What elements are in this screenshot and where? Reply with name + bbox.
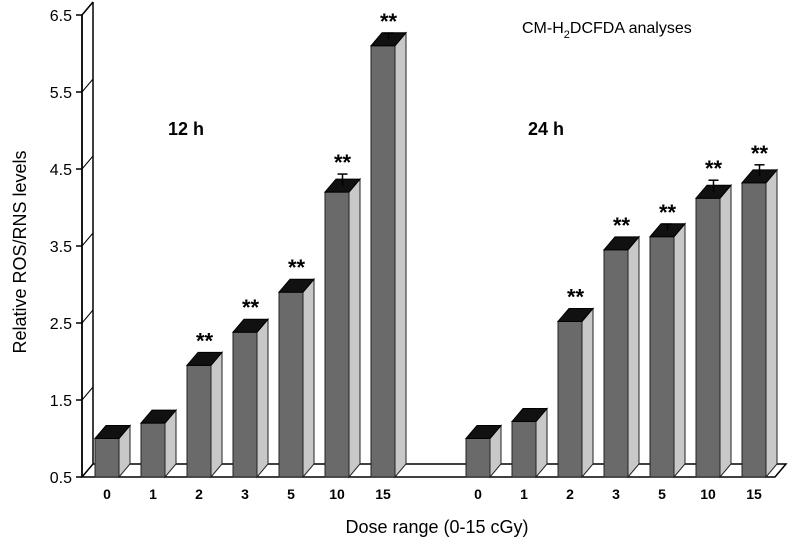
significance-marker: ** — [334, 150, 352, 175]
category-label: 1 — [149, 486, 157, 502]
bar-side — [765, 168, 778, 479]
significance-marker: ** — [288, 255, 306, 280]
bar — [232, 331, 258, 478]
bar — [465, 438, 491, 478]
category-label: 10 — [700, 486, 716, 502]
category-label: 0 — [474, 486, 482, 502]
y-tick-diagonal — [81, 1, 94, 16]
y-tick-label: 4.5 — [50, 162, 72, 179]
annotation-subscript: 2 — [564, 29, 570, 41]
category-label: 2 — [566, 486, 574, 502]
bar — [94, 438, 120, 478]
bar-top — [556, 307, 595, 322]
bar-side — [348, 177, 361, 479]
significance-marker: ** — [751, 141, 769, 166]
bar — [603, 249, 629, 478]
y-tick-diagonal — [81, 78, 94, 93]
y-tick-diagonal — [81, 155, 94, 170]
significance-marker: ** — [613, 213, 631, 238]
bars: 0 1 ** 2 ** 3 ** 5 ** 10 ** 15 0 1 ** 2 ** 3 ** 5 ** 10 ** 15 — [93, 9, 779, 502]
bar-side — [394, 31, 407, 479]
category-label: 15 — [746, 486, 762, 502]
bar-top — [93, 425, 132, 439]
bar-top — [277, 278, 316, 293]
labels: CM-H2DCFDA analyses 12 h 24 h Dose range… — [10, 20, 692, 537]
bar — [649, 236, 675, 478]
bar-side — [210, 350, 223, 479]
annotation-prefix: CM-H — [522, 20, 564, 37]
y-tick-diagonal — [81, 463, 94, 478]
bar-side — [256, 317, 269, 479]
y-tick-diagonal — [81, 386, 94, 401]
bar — [278, 291, 304, 478]
y-tick-label: 3.5 — [50, 239, 72, 256]
bar-side — [627, 235, 640, 479]
category-label: 1 — [520, 486, 528, 502]
group-label-24h: 24 h — [528, 119, 564, 139]
category-label: 0 — [103, 486, 111, 502]
y-tick-label: 6.5 — [50, 8, 72, 25]
y-tick-label: 1.5 — [50, 393, 72, 410]
category-label: 5 — [658, 486, 666, 502]
bar — [140, 422, 166, 478]
bar-top — [510, 408, 549, 423]
group-label-12h: 12 h — [168, 119, 204, 139]
category-label: 3 — [241, 486, 249, 502]
category-label: 5 — [287, 486, 295, 502]
y-tick-label: 5.5 — [50, 85, 72, 102]
category-label: 15 — [375, 486, 391, 502]
significance-marker: ** — [659, 200, 677, 225]
y-axis-title: Relative ROS/RNS levels — [10, 150, 30, 353]
bar-side — [302, 277, 315, 479]
bar-side — [673, 222, 686, 479]
y-tick-label: 2.5 — [50, 316, 72, 333]
y-tick-diagonal — [81, 309, 94, 324]
bar — [511, 421, 537, 478]
bar — [695, 197, 721, 478]
bar-side — [719, 183, 732, 479]
category-label: 10 — [329, 486, 345, 502]
category-label: 2 — [195, 486, 203, 502]
significance-marker: ** — [567, 284, 585, 309]
chart-annotation: CM-H2DCFDA analyses — [522, 20, 692, 41]
bar-top — [464, 425, 503, 439]
significance-marker: ** — [380, 9, 398, 34]
bar-side — [581, 307, 594, 479]
y-tick-label: 0.5 — [50, 470, 72, 487]
x-axis-title: Dose range (0-15 cGy) — [345, 517, 528, 537]
bar — [186, 364, 212, 478]
bar-top — [602, 236, 641, 251]
significance-marker: ** — [242, 295, 260, 320]
y-tick-diagonal — [81, 232, 94, 247]
bar — [324, 191, 350, 478]
bar — [370, 45, 396, 478]
category-label: 3 — [612, 486, 620, 502]
significance-marker: ** — [196, 328, 214, 353]
bar-top — [231, 318, 270, 333]
bar-top — [185, 351, 224, 366]
bar-top — [139, 409, 178, 424]
bar — [741, 182, 767, 478]
significance-marker: ** — [705, 156, 723, 181]
annotation-suffix: DCFDA analyses — [570, 20, 692, 37]
bar — [557, 320, 583, 478]
